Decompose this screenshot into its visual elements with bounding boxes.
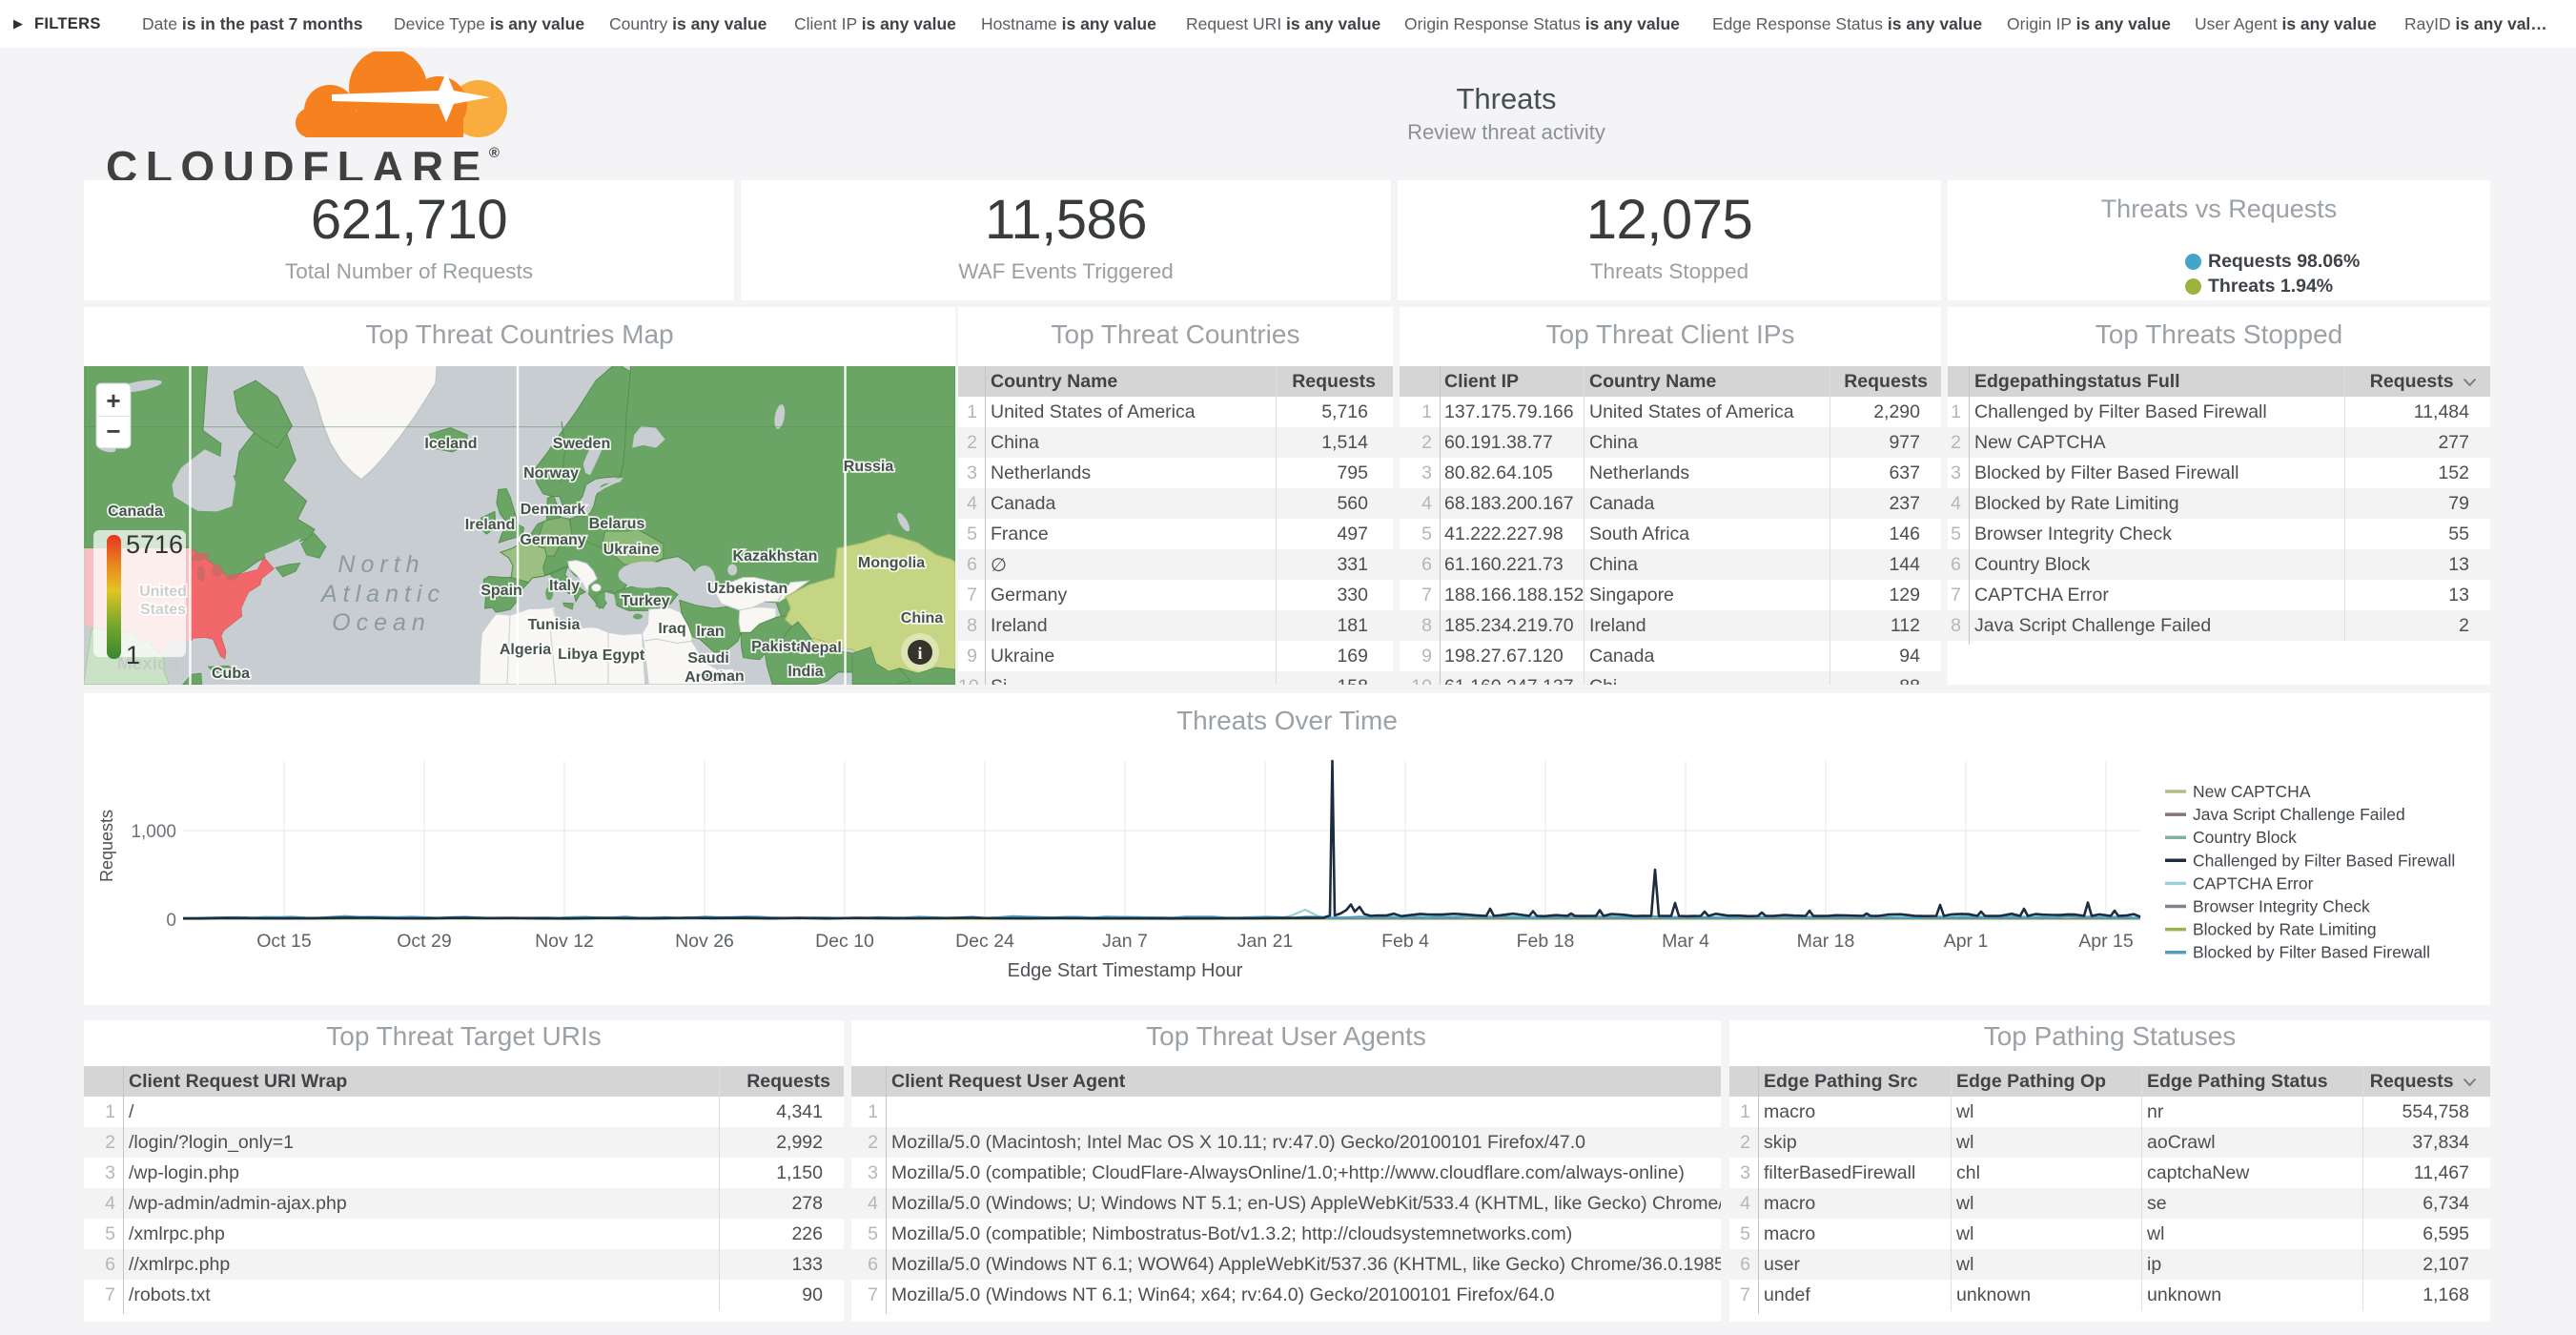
svg-text:Blocked by Filter Based Firewa: Blocked by Filter Based Firewall: [2193, 943, 2430, 962]
svg-text:China: China: [901, 610, 944, 626]
svg-text:Russia: Russia: [844, 459, 894, 475]
svg-text:Dec 24: Dec 24: [955, 931, 1014, 952]
svg-text:Oman: Oman: [701, 668, 744, 685]
svg-text:Egypt: Egypt: [603, 647, 645, 664]
svg-text:Nov 12: Nov 12: [535, 931, 594, 952]
svg-text:Challenged by Filter Based Fir: Challenged by Filter Based Firewall: [2193, 851, 2455, 870]
svg-text:Turkey: Turkey: [621, 593, 669, 609]
svg-text:Mar 4: Mar 4: [1662, 931, 1709, 952]
svg-text:Germany: Germany: [520, 532, 585, 548]
svg-text:Norway: Norway: [523, 465, 579, 482]
svg-text:Country Block: Country Block: [2193, 828, 2297, 847]
svg-text:Dec 10: Dec 10: [815, 931, 874, 952]
svg-text:+: +: [106, 386, 120, 415]
svg-text:−: −: [106, 417, 120, 445]
svg-text:Tunisia: Tunisia: [528, 617, 581, 633]
svg-text:Mar 18: Mar 18: [1797, 931, 1855, 952]
svg-text:Feb 4: Feb 4: [1381, 931, 1429, 952]
svg-text:India: India: [787, 664, 823, 680]
svg-text:Iceland: Iceland: [424, 436, 477, 452]
svg-text:Uzbekistan: Uzbekistan: [707, 581, 787, 597]
svg-text:Blocked by Rate Limiting: Blocked by Rate Limiting: [2193, 920, 2377, 939]
svg-text:Feb 18: Feb 18: [1517, 931, 1575, 952]
svg-text:Atlantic: Atlantic: [319, 581, 445, 607]
svg-text:Java Script Challenge Failed: Java Script Challenge Failed: [2193, 805, 2405, 824]
svg-text:Ocean: Ocean: [332, 609, 431, 636]
svg-text:Nov 26: Nov 26: [675, 931, 734, 952]
svg-text:Kazakhstan: Kazakhstan: [733, 548, 818, 565]
svg-text:Oct 29: Oct 29: [397, 931, 451, 952]
svg-text:Pakistan: Pakistan: [751, 639, 814, 655]
svg-text:Iran: Iran: [696, 624, 724, 640]
svg-text:Libya: Libya: [558, 647, 598, 663]
svg-text:Nepal: Nepal: [800, 640, 842, 656]
svg-text:Mexico: Mexico: [117, 654, 178, 674]
svg-text:5716: 5716: [126, 530, 183, 559]
svg-text:Belarus: Belarus: [589, 516, 645, 532]
svg-text:1,000: 1,000: [131, 822, 176, 842]
svg-text:Oct 15: Oct 15: [256, 931, 312, 952]
svg-text:Canada: Canada: [108, 503, 163, 520]
svg-text:New CAPTCHA: New CAPTCHA: [2193, 782, 2311, 801]
svg-text:Edge Start Timestamp Hour: Edge Start Timestamp Hour: [1008, 960, 1243, 981]
svg-text:Algeria: Algeria: [500, 642, 551, 658]
svg-text:0: 0: [166, 911, 176, 931]
svg-text:Jan 7: Jan 7: [1102, 931, 1148, 952]
svg-text:Italy: Italy: [549, 578, 580, 594]
svg-text:Iraq: Iraq: [658, 621, 685, 637]
svg-text:Ukraine: Ukraine: [603, 542, 660, 558]
svg-text:CAPTCHA Error: CAPTCHA Error: [2193, 873, 2314, 893]
svg-text:Saudi: Saudi: [687, 650, 729, 667]
svg-text:Apr 15: Apr 15: [2078, 931, 2134, 952]
svg-text:Sweden: Sweden: [553, 436, 610, 452]
svg-text:Threats Over Time: Threats Over Time: [1176, 706, 1398, 735]
svg-text:Jan 21: Jan 21: [1237, 931, 1294, 952]
svg-text:1: 1: [126, 641, 140, 669]
svg-text:Denmark: Denmark: [521, 502, 586, 518]
svg-text:Arabia: Arabia: [685, 669, 732, 685]
svg-text:Cuba: Cuba: [212, 666, 250, 682]
svg-text:North: North: [337, 551, 424, 578]
svg-text:Apr 1: Apr 1: [1944, 931, 1989, 952]
svg-text:i: i: [917, 644, 922, 663]
svg-text:Requests: Requests: [97, 810, 116, 882]
svg-text:Browser Integrity Check: Browser Integrity Check: [2193, 897, 2370, 916]
svg-text:Ireland: Ireland: [465, 517, 515, 533]
svg-text:Spain: Spain: [480, 583, 522, 599]
svg-text:Mongolia: Mongolia: [858, 555, 925, 571]
